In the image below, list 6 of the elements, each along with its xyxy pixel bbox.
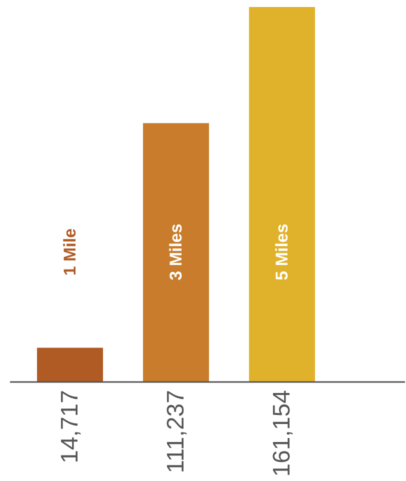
data-label: 111,237 bbox=[162, 390, 190, 474]
data-label: 14,717 bbox=[56, 390, 84, 464]
data-label: 161,154 bbox=[268, 390, 296, 477]
x-tick-label: 5 Miles bbox=[272, 224, 292, 280]
x-tick-label: 3 Miles bbox=[166, 224, 186, 280]
x-tick-label: 1 Mile bbox=[60, 228, 80, 276]
